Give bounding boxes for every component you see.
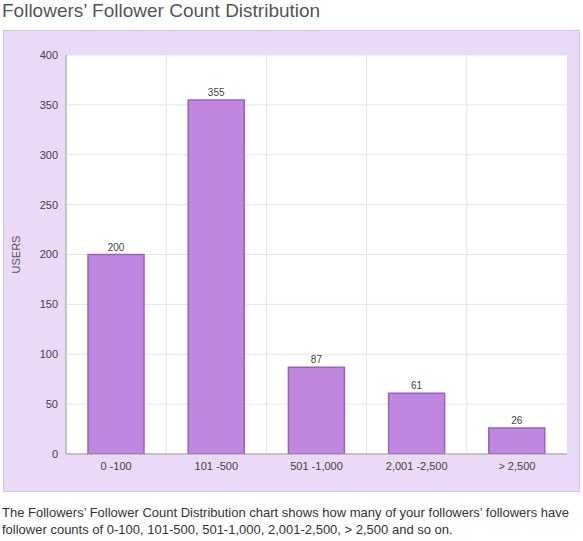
svg-text:87: 87 <box>311 354 323 365</box>
svg-text:350: 350 <box>40 99 58 111</box>
svg-text:200: 200 <box>40 248 58 260</box>
svg-text:100: 100 <box>40 348 58 360</box>
svg-text:0: 0 <box>52 448 58 460</box>
svg-text:USERS: USERS <box>10 236 22 274</box>
svg-text:0 -100: 0 -100 <box>100 460 131 472</box>
html-text:The Followers’ Follower Count: The Followers’ Follower Count Distributi… <box>2 505 569 537</box>
svg-text:300: 300 <box>40 149 58 161</box>
svg-text:150: 150 <box>40 298 58 310</box>
svg-text:250: 250 <box>40 199 58 211</box>
svg-text:400: 400 <box>40 49 58 61</box>
svg-text:26: 26 <box>511 415 523 426</box>
svg-text:> 2,500: > 2,500 <box>498 460 535 472</box>
svg-text:355: 355 <box>208 87 225 98</box>
svg-text:501 -1,000: 501 -1,000 <box>290 460 343 472</box>
svg-text:61: 61 <box>411 380 423 391</box>
svg-text:101 -500: 101 -500 <box>195 460 238 472</box>
svg-text:200: 200 <box>108 242 125 253</box>
svg-text:50: 50 <box>46 398 58 410</box>
html-text:Followers’ Follower Count Dist: Followers’ Follower Count Distribution <box>2 0 321 21</box>
svg-text:2,001 -2,500: 2,001 -2,500 <box>386 460 448 472</box>
